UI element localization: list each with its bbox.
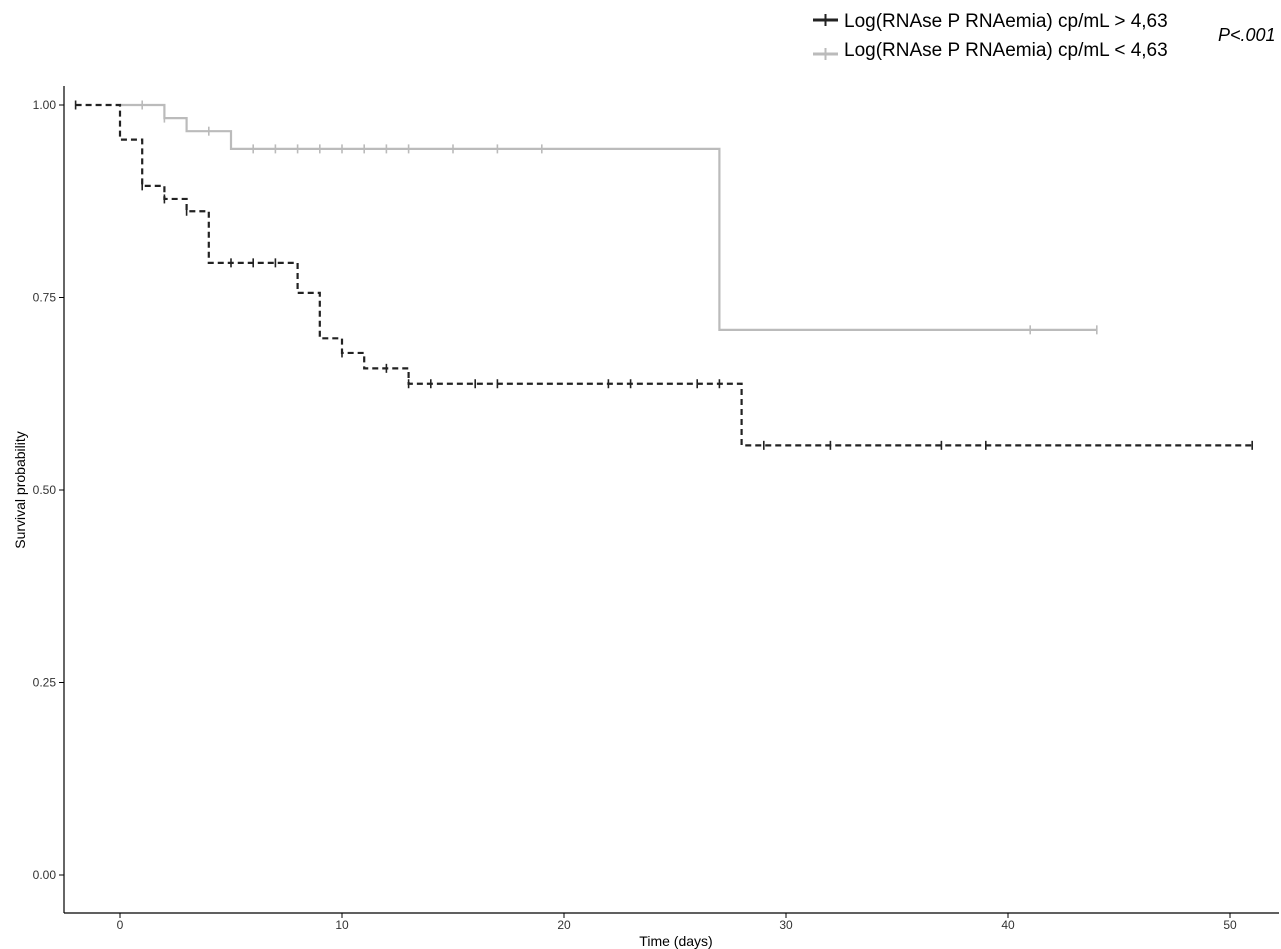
- y-tick-label: 1.00: [33, 98, 57, 112]
- axis-ticks: 0 10 20 30 40 50 0.00 0.25 0.50 0.75 1.00: [33, 98, 1237, 932]
- p-value-annotation: P<.001: [1218, 25, 1276, 45]
- legend: Log(RNAse P RNAemia) cp/mL > 4,63 Log(RN…: [813, 11, 1168, 61]
- x-tick-label: 20: [557, 918, 571, 932]
- y-tick-label: 0.00: [33, 868, 57, 882]
- x-tick-label: 40: [1001, 918, 1015, 932]
- x-tick-label: 30: [779, 918, 793, 932]
- y-tick-label: 0.75: [33, 291, 57, 305]
- series-line: [76, 105, 1253, 445]
- y-axis-title: Survival probability: [12, 431, 28, 549]
- y-tick-label: 0.25: [33, 676, 57, 690]
- legend-item-low: Log(RNAse P RNAemia) cp/mL < 4,63: [813, 40, 1168, 61]
- series-low: [120, 101, 1097, 335]
- axes: [64, 86, 1279, 913]
- x-axis-title: Time (days): [639, 933, 712, 949]
- legend-label-high: Log(RNAse P RNAemia) cp/mL > 4,63: [844, 11, 1168, 32]
- legend-item-high: Log(RNAse P RNAemia) cp/mL > 4,63: [813, 11, 1168, 32]
- y-tick-label: 0.50: [33, 483, 57, 497]
- series-line: [120, 105, 1097, 330]
- legend-label-low: Log(RNAse P RNAemia) cp/mL < 4,63: [844, 40, 1168, 61]
- series-high: [76, 101, 1253, 450]
- x-tick-label: 10: [335, 918, 349, 932]
- plot-area: [76, 101, 1253, 450]
- x-tick-label: 50: [1223, 918, 1237, 932]
- x-tick-label: 0: [117, 918, 124, 932]
